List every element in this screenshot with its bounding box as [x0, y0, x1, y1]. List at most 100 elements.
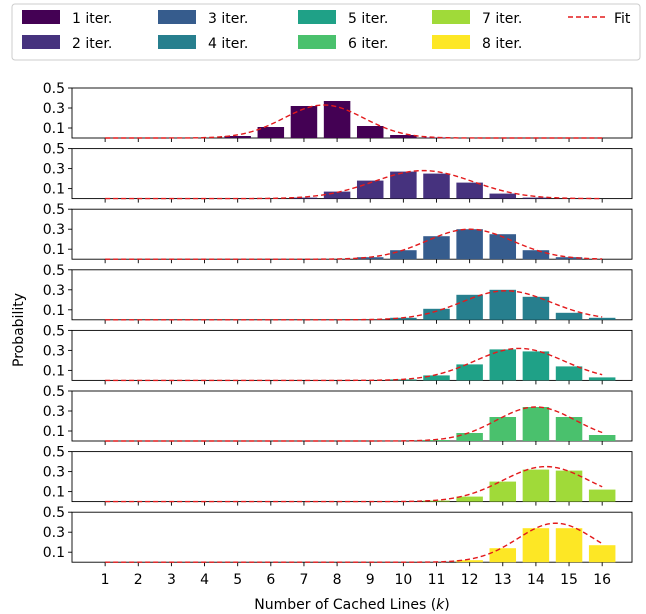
- panel-frame: [71, 329, 633, 381]
- x-tick-label: 16: [593, 572, 611, 588]
- bar: [588, 377, 616, 381]
- bar: [257, 127, 285, 138]
- fit-curve: [105, 522, 603, 563]
- fit-curve: [105, 228, 603, 260]
- bar: [456, 433, 483, 441]
- fit-curve: [105, 347, 603, 382]
- x-axis: 1 2 3 4 5 6 7 8 9 10 11 12 13 14 15 16: [101, 572, 611, 588]
- x-tick-label: 6: [266, 572, 275, 588]
- y-tick-label: 0.3: [43, 465, 65, 481]
- y-tick-label: 0.3: [43, 404, 65, 420]
- y-tick-label: 0.1: [43, 485, 65, 501]
- bar: [290, 197, 318, 199]
- bar: [456, 182, 483, 199]
- x-tick-label: 9: [366, 572, 375, 588]
- panel-frame: [71, 451, 633, 503]
- bar: [522, 528, 550, 563]
- bar: [390, 135, 417, 138]
- bar: [456, 560, 483, 563]
- legend-swatch: [22, 10, 60, 24]
- bar: [522, 197, 550, 199]
- subplot-panel: 0.1 0.3 0.5: [43, 505, 633, 567]
- legend-swatch: [298, 10, 336, 24]
- bar: [323, 191, 351, 199]
- y-tick-label: 0.3: [43, 222, 65, 238]
- subplot-panel: 0.1 0.3 0.5: [43, 384, 633, 445]
- bar: [588, 435, 616, 441]
- bar: [522, 407, 550, 441]
- y-tick-label: 0.1: [43, 303, 65, 319]
- y-tick-label: 0.1: [43, 242, 65, 258]
- bar: [489, 289, 517, 320]
- bar: [323, 101, 351, 138]
- bar: [224, 136, 251, 138]
- bar: [356, 126, 384, 138]
- panel-frame: [71, 87, 633, 139]
- subplot-panel: 0.1 0.3 0.5: [43, 445, 633, 506]
- x-tick-label: 15: [560, 572, 578, 588]
- bar: [588, 317, 616, 320]
- bar: [489, 417, 517, 441]
- y-tick-label: 0.5: [43, 445, 65, 461]
- bar: [423, 440, 450, 441]
- bar: [555, 257, 583, 260]
- panel-frame: [71, 208, 633, 260]
- subplot-panel: 0.1 0.3 0.5: [43, 142, 633, 203]
- panel-frame: [71, 511, 633, 563]
- legend: 1 iter. 2 iter. 3 iter. 4 iter. 5 iter. 6 ite…: [11, 3, 641, 61]
- y-tick-label: 0.5: [43, 202, 65, 218]
- x-tick-label: 11: [428, 572, 446, 588]
- x-tick-label: 12: [461, 572, 479, 588]
- bar: [489, 481, 517, 502]
- legend-swatch: [158, 35, 196, 49]
- y-axis-label: Probability: [11, 293, 27, 367]
- fit-curve: [105, 290, 603, 321]
- x-tick-label: 1: [101, 572, 110, 588]
- bar: [456, 294, 483, 320]
- bar: [390, 317, 417, 320]
- subplot-panel: 0.1 0.3 0.5: [43, 323, 633, 385]
- bar: [555, 528, 583, 563]
- legend-label: 8 iter.: [482, 36, 522, 52]
- x-tick-label: 8: [333, 572, 342, 588]
- bar: [423, 375, 450, 381]
- y-tick-label: 0.5: [43, 263, 65, 279]
- y-tick-label: 0.3: [43, 343, 65, 359]
- y-tick-label: 0.1: [43, 121, 65, 137]
- bar: [390, 171, 417, 199]
- fit-curve: [105, 406, 603, 442]
- x-tick-label: 4: [200, 572, 209, 588]
- bar: [456, 229, 483, 260]
- bar: [522, 351, 550, 381]
- subplot-panel: 0.1 0.3 0.5: [43, 202, 633, 264]
- bar: [423, 308, 450, 320]
- fit-curve: [105, 169, 603, 200]
- legend-label: 5 iter.: [348, 11, 388, 27]
- panel-frame: [71, 148, 633, 200]
- x-tick-label: 5: [233, 572, 242, 588]
- legend-fit-label: Fit: [614, 11, 631, 27]
- panel-frame: [71, 269, 633, 321]
- fit-curve: [105, 465, 603, 503]
- x-tick-label: 13: [494, 572, 512, 588]
- bar: [489, 234, 517, 260]
- bar: [489, 193, 517, 199]
- x-tick-label: 10: [394, 572, 412, 588]
- legend-swatch: [158, 10, 196, 24]
- y-tick-label: 0.5: [43, 323, 65, 339]
- bar: [522, 296, 550, 320]
- y-tick-label: 0.1: [43, 363, 65, 379]
- bar: [522, 469, 550, 502]
- y-tick-label: 0.5: [43, 384, 65, 400]
- bar: [456, 496, 483, 502]
- x-tick-label: 14: [527, 572, 545, 588]
- bar: [423, 236, 450, 260]
- y-tick-label: 0.3: [43, 162, 65, 178]
- bar: [356, 257, 384, 260]
- y-tick-label: 0.1: [43, 182, 65, 198]
- bar: [456, 364, 483, 381]
- x-tick-label: 3: [167, 572, 176, 588]
- y-tick-label: 0.1: [43, 424, 65, 440]
- legend-swatch: [298, 35, 336, 49]
- x-tick-label: 7: [299, 572, 308, 588]
